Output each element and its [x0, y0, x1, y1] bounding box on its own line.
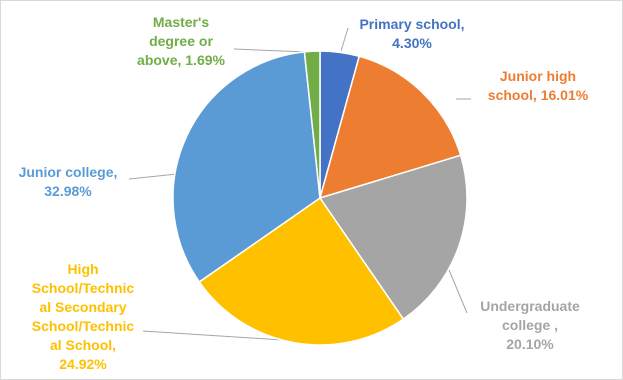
- leader-line: [340, 27, 349, 52]
- leader-line: [128, 173, 178, 180]
- pie-slice: [318, 154, 468, 321]
- pie-slice: [318, 55, 462, 200]
- slice-label: Undergraduate college , 20.10%: [480, 298, 580, 352]
- slice-label: Junior college, 32.98%: [18, 164, 118, 199]
- slice-label: Primary school, 4.30%: [359, 16, 465, 51]
- leader-line: [142, 330, 299, 342]
- pie-slices: [172, 50, 468, 346]
- slice-label: High School/Technic al Secondary School/…: [31, 261, 135, 372]
- leader-line: [233, 48, 308, 53]
- pie-slice: [172, 51, 321, 283]
- pie-slice: [303, 50, 321, 199]
- pie-slice: [198, 196, 405, 346]
- slice-label: Master's degree or above, 1.69%: [137, 14, 225, 68]
- slice-label: Junior high school, 16.01%: [487, 68, 589, 103]
